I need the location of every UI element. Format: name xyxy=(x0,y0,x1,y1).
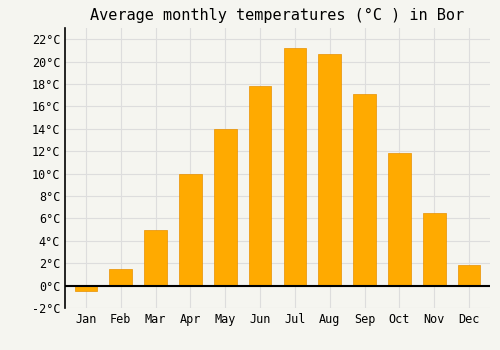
Bar xyxy=(249,86,272,286)
Title: Average monthly temperatures (°C ) in Bor: Average monthly temperatures (°C ) in Bo… xyxy=(90,8,464,23)
Bar xyxy=(214,129,236,286)
Bar xyxy=(179,174,202,286)
Bar xyxy=(318,54,341,286)
Bar xyxy=(284,48,306,286)
Bar xyxy=(110,269,132,286)
Bar xyxy=(458,265,480,286)
Bar xyxy=(144,230,167,286)
Bar xyxy=(74,286,97,291)
Bar xyxy=(423,213,446,286)
Bar xyxy=(388,153,410,286)
Bar xyxy=(354,94,376,286)
